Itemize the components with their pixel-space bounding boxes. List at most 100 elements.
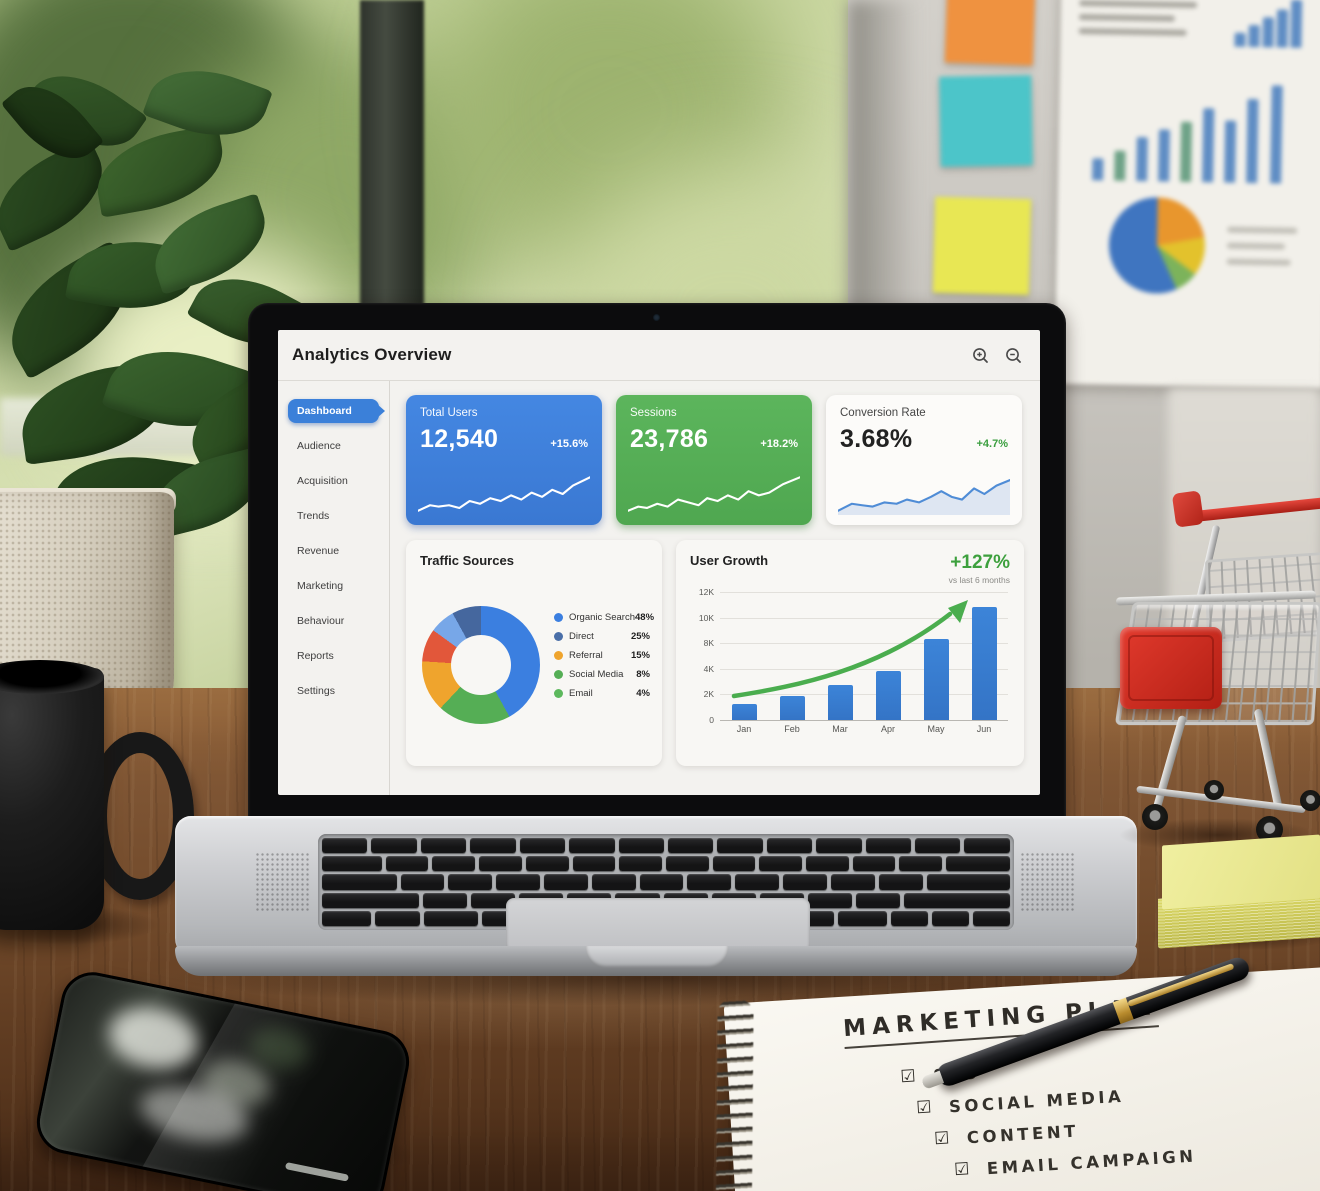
key (712, 856, 756, 872)
key (448, 874, 493, 890)
key (926, 874, 1010, 890)
key (891, 910, 929, 927)
keyboard-row (322, 874, 1010, 890)
key (783, 874, 827, 890)
key (569, 838, 615, 854)
dashboard-body: Dashboard Audience Acquisition Trends Re… (278, 381, 1040, 795)
total-users-sparkline (418, 476, 591, 512)
key (805, 856, 849, 872)
sticky-pad (1162, 834, 1320, 910)
dashboard-main: Total Users 12,540 +15.6% Sessions 23,78… (390, 381, 1040, 795)
x-tick-label: Apr (880, 724, 895, 734)
growth-delta: +127% (950, 552, 1010, 573)
growth-bar-jan (731, 704, 757, 720)
cart-wheel (1300, 790, 1320, 811)
sidebar-item-audience[interactable]: Audience (297, 440, 341, 452)
key (878, 874, 923, 890)
key (322, 892, 420, 908)
legend-dot-email (554, 689, 563, 698)
key (619, 856, 662, 872)
kpi-title: Total Users (420, 407, 478, 419)
key (400, 874, 445, 890)
poster-text-line (1226, 242, 1286, 250)
key (639, 874, 684, 890)
poster-mini-bar-chart (1232, 0, 1317, 48)
legend-row: Social Media 8% (554, 665, 650, 684)
key (816, 838, 862, 854)
cart-handle-knob (1171, 490, 1205, 528)
sidebar-item-marketing[interactable]: Marketing (297, 580, 344, 592)
key (420, 838, 467, 854)
kpi-delta: +18.2% (760, 438, 798, 450)
checkbox-checked-icon: ☑ (953, 1159, 974, 1181)
legend-pct: 8% (636, 669, 650, 680)
cart-wheel (1204, 780, 1224, 800)
user-growth-panel: User Growth +127% vs last 6 months 12K 10… (676, 540, 1024, 766)
key (964, 838, 1010, 854)
key (915, 838, 961, 854)
traffic-sources-panel: Traffic Sources Organic Search 48% Direct… (406, 540, 662, 766)
zoom-out-icon[interactable] (1005, 347, 1022, 364)
key (932, 910, 970, 927)
legend-dot-referral (554, 651, 563, 660)
sidebar-item-trends[interactable]: Trends (297, 510, 330, 522)
legend-row: Organic Search 48% (554, 608, 654, 627)
key (665, 856, 709, 872)
key (470, 838, 516, 854)
key (322, 910, 372, 927)
key (322, 838, 368, 854)
kpi-card-conversion-rate[interactable]: Conversion Rate 3.68% +4.7% (826, 395, 1022, 525)
traffic-donut-chart (422, 606, 540, 724)
user-growth-bar-chart: 12K 10K 8K 4K 2K 0 (699, 587, 1008, 725)
x-tick-label: Jun (976, 724, 992, 734)
page-title: Analytics Overview (292, 345, 452, 364)
kpi-card-total-users[interactable]: Total Users 12,540 +15.6% (406, 395, 602, 525)
poster-text-line (1078, 14, 1175, 22)
key (544, 874, 588, 890)
legend-label: Social Media (569, 669, 624, 680)
sidebar-item-settings[interactable]: Settings (297, 685, 335, 697)
sidebar-item-reports[interactable]: Reports (297, 650, 334, 662)
conversion-sparkline (838, 478, 1011, 515)
zoom-in-icon[interactable] (972, 347, 989, 364)
key (479, 856, 522, 872)
speaker-grille (1020, 852, 1075, 912)
key (591, 874, 636, 890)
kpi-delta: +4.7% (976, 438, 1009, 450)
sidebar-item-dashboard[interactable]: Dashboard (288, 399, 379, 423)
kpi-card-sessions[interactable]: Sessions 23,786 +18.2% (616, 395, 812, 525)
legend-row: Referral 15% (554, 646, 650, 665)
leaf-icon (142, 193, 278, 295)
gridline (720, 643, 1008, 645)
trackpad[interactable] (506, 898, 810, 952)
sticky-note-cyan (939, 75, 1033, 167)
poster-pie-chart (1108, 196, 1206, 295)
sticky-note-orange (944, 0, 1036, 66)
gridline (720, 617, 1008, 619)
checkbox-checked-icon: ☑ (899, 1066, 920, 1088)
sidebar-item-acquisition[interactable]: Acquisition (297, 475, 348, 487)
sidebar-item-behaviour[interactable]: Behaviour (297, 615, 345, 627)
kpi-value: 3.68% (840, 425, 913, 453)
kpi-row: Total Users 12,540 +15.6% Sessions 23,78… (406, 395, 1024, 525)
growth-bar-may (923, 639, 949, 720)
mini-shopping-cart (1108, 462, 1320, 852)
x-tick-label: Jan (736, 724, 752, 734)
key (973, 910, 1010, 927)
y-tick-label: 12K (698, 587, 714, 597)
key (385, 856, 429, 872)
keyboard-row (322, 856, 1011, 872)
sidebar-item-revenue[interactable]: Revenue (297, 545, 340, 557)
header-icons (972, 347, 1022, 364)
key (856, 892, 901, 908)
marketing-notebook: MARKETING PLAN ☑ SEO ☑ SOCIAL MEDIA ☑ CO… (715, 964, 1320, 1191)
key (838, 910, 888, 927)
y-tick-label: 8K (703, 638, 714, 649)
y-tick-label: 2K (703, 689, 714, 700)
growth-x-axis: Jan Feb Mar Apr May Jun (720, 724, 1008, 734)
key (830, 874, 875, 890)
key (525, 856, 569, 872)
mug-rim (0, 660, 104, 694)
growth-bar-mar (827, 685, 853, 720)
